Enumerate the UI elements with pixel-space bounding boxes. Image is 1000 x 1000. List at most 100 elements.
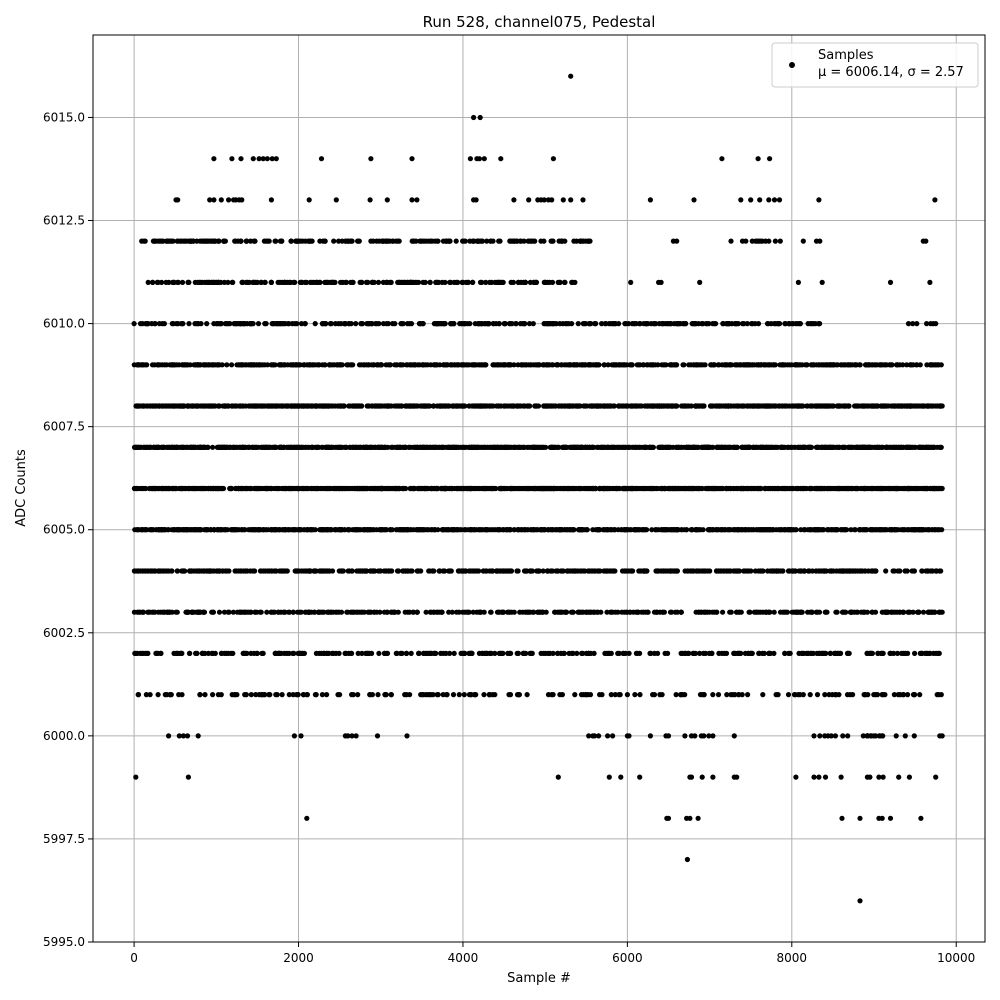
sample-point [474, 609, 480, 615]
sample-point [816, 609, 823, 615]
sample-point [648, 650, 654, 657]
sample-point [857, 527, 863, 533]
sample-point [492, 692, 498, 698]
sample-point [184, 733, 191, 739]
sample-point [423, 527, 429, 533]
sample-point [134, 485, 140, 492]
sample-point [811, 774, 817, 780]
sample-point [260, 650, 266, 657]
sample-point [827, 444, 833, 450]
sample-point [321, 650, 327, 657]
sample-point [179, 650, 185, 657]
sample-point [368, 444, 374, 450]
sample-point [282, 485, 288, 492]
sample-point [751, 609, 758, 615]
sample-point [266, 444, 272, 450]
sample-point [159, 485, 165, 492]
sample-point [547, 527, 553, 533]
sample-point [334, 609, 340, 615]
sample-point [874, 444, 880, 450]
sample-point [753, 527, 760, 533]
sample-point [587, 692, 594, 698]
sample-point [883, 609, 889, 615]
sample-point [299, 568, 305, 574]
sample-point [749, 650, 755, 657]
sample-point [797, 609, 804, 615]
sample-point [588, 650, 594, 657]
sample-point [295, 650, 301, 657]
sample-point [306, 609, 312, 615]
sample-point [613, 485, 619, 492]
sample-point [200, 650, 206, 657]
sample-point [228, 650, 234, 657]
sample-point [148, 527, 154, 533]
sample-point [570, 609, 576, 615]
sample-point [692, 733, 698, 739]
sample-point [320, 444, 326, 450]
sample-point [752, 444, 758, 450]
sample-point [904, 568, 910, 574]
sample-point [214, 568, 221, 574]
sample-point [488, 485, 494, 492]
sample-point [525, 485, 531, 492]
sample-point [636, 527, 642, 533]
sample-point [311, 609, 317, 615]
sample-point [274, 692, 280, 698]
sample-point [201, 609, 208, 615]
sample-point [226, 609, 232, 615]
sample-point [601, 568, 607, 574]
sample-point [426, 568, 432, 574]
sample-point [246, 609, 252, 615]
sample-point [356, 485, 362, 492]
sample-point [639, 485, 645, 492]
sample-point [507, 650, 513, 657]
sample-point [450, 692, 457, 698]
sample-point [937, 527, 943, 533]
sample-point [377, 568, 383, 574]
sample-point [140, 650, 146, 657]
sample-point [665, 650, 671, 657]
sample-point [563, 444, 569, 450]
sample-point [234, 609, 240, 615]
sample-point [909, 568, 915, 574]
sample-point [919, 650, 925, 657]
sample-point [555, 568, 561, 574]
sample-point [624, 692, 631, 698]
sample-point [358, 527, 364, 533]
sample-point [835, 527, 841, 533]
sample-point [539, 609, 545, 615]
sample-point [159, 568, 165, 574]
sample-point [427, 609, 433, 615]
sample-point [384, 650, 391, 657]
sample-point [667, 485, 673, 492]
sample-point [765, 568, 771, 574]
sample-point [476, 568, 482, 574]
sample-point [142, 568, 148, 574]
sample-point [230, 527, 236, 533]
sample-point [499, 568, 506, 574]
sample-point [476, 485, 482, 492]
sample-point [549, 692, 555, 698]
sample-point [300, 692, 307, 698]
sample-point [467, 527, 473, 533]
sample-point [826, 692, 832, 698]
sample-point [273, 568, 279, 574]
sample-point [471, 485, 477, 492]
sample-point [688, 774, 695, 780]
sample-point [273, 650, 279, 657]
sample-point [326, 568, 332, 574]
sample-point [197, 692, 203, 698]
sample-point [647, 733, 654, 739]
sample-point [465, 609, 471, 615]
sample-point [176, 692, 182, 698]
sample-point [650, 444, 656, 450]
sample-point [626, 733, 632, 739]
sample-point [341, 527, 348, 533]
sample-point [785, 692, 792, 698]
sample-point [321, 568, 328, 574]
sample-point [521, 650, 527, 657]
sample-point [929, 527, 935, 533]
sample-point [871, 692, 877, 698]
sample-point [860, 485, 866, 492]
